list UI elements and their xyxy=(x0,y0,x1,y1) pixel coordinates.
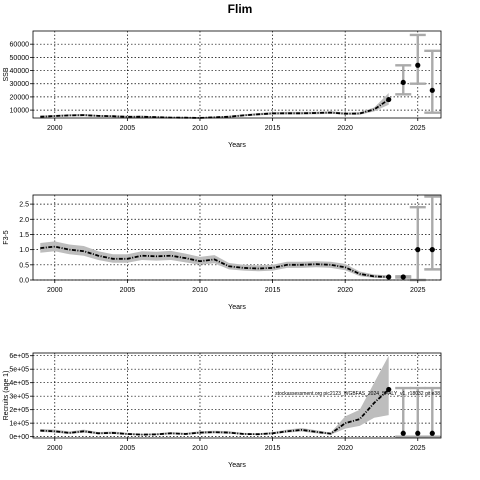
projection-point xyxy=(415,62,421,68)
y-tick-label: 40000 xyxy=(10,68,30,75)
x-tick-label: 2010 xyxy=(192,125,208,132)
y-tick-label: 20000 xyxy=(10,94,30,101)
projection-point xyxy=(400,274,406,280)
projection-point xyxy=(429,87,435,93)
x-axis-label: Years xyxy=(228,304,246,311)
y-tick-label: 2.0 xyxy=(19,217,29,224)
y-tick-label: 6e+05 xyxy=(9,353,29,360)
estimate-line xyxy=(40,388,390,436)
projection-point xyxy=(429,247,435,253)
y-tick-label: 5e+05 xyxy=(9,367,29,374)
y-tick-label: 1.5 xyxy=(19,232,29,239)
x-tick-label: 2010 xyxy=(192,287,208,294)
x-tick-label: 2000 xyxy=(47,125,63,132)
x-axis-label: Years xyxy=(228,462,246,469)
projection-point xyxy=(400,79,406,86)
x-tick-label: 2025 xyxy=(410,125,426,132)
y-tick-label: 3e+05 xyxy=(9,394,29,401)
x-tick-label: 2015 xyxy=(265,125,281,132)
y-axis-label: Recruits (age 1) xyxy=(3,371,10,421)
x-tick-label: 2005 xyxy=(120,287,136,294)
x-tick-label: 2020 xyxy=(337,125,353,132)
x-tick-label: 2015 xyxy=(265,287,281,294)
x-tick-label: 2025 xyxy=(410,445,426,452)
y-tick-label: 60000 xyxy=(10,42,30,49)
y-tick-label: 10000 xyxy=(10,108,30,115)
estimate-point xyxy=(386,274,392,280)
annotation-text: stockassessment.org pic2123_WGBFAS_2024_… xyxy=(275,391,440,397)
y-tick-label: 30000 xyxy=(10,81,30,88)
x-tick-label: 2005 xyxy=(120,125,136,132)
y-tick-label: 0.5 xyxy=(19,262,29,269)
x-tick-label: 2005 xyxy=(120,445,136,452)
x-tick-label: 2015 xyxy=(265,445,281,452)
confidence-band xyxy=(40,93,389,119)
y-tick-label: 50000 xyxy=(10,55,30,62)
x-tick-label: 2000 xyxy=(47,445,63,452)
plot-frame xyxy=(32,352,442,439)
plot-frame xyxy=(32,194,442,281)
panel-ssb: 2000 2005 2010 2015 2020 2025 10000 20000 30000 4… xyxy=(3,30,442,149)
y-tick-label: 2.5 xyxy=(19,202,29,209)
y-tick-label: 2e+05 xyxy=(9,407,29,414)
projection-point xyxy=(429,430,435,436)
figure-title: Flim xyxy=(228,2,253,16)
y-tick-label: 4e+05 xyxy=(9,380,29,387)
panel-f: 2000 2005 2010 2015 2020 2025 0.0 0.5 1.0 1.5 2.0 2… xyxy=(3,194,442,311)
y-axis-label: SSB xyxy=(3,67,10,81)
plot-frame xyxy=(32,30,442,119)
estimate-line xyxy=(40,98,390,119)
projection-point xyxy=(415,247,421,253)
y-axis-label: F3-5 xyxy=(3,230,10,245)
x-tick-label: 2020 xyxy=(337,287,353,294)
y-tick-label: 1.0 xyxy=(19,247,29,254)
x-tick-label: 2010 xyxy=(192,445,208,452)
estimate-point xyxy=(386,96,392,103)
estimate-line xyxy=(40,245,389,278)
y-tick-label: 1e+05 xyxy=(9,421,29,428)
estimate-point xyxy=(386,386,392,393)
y-tick-label: 0.0 xyxy=(19,278,29,285)
panel-recruits: 2000 2005 2010 2015 2020 2025 0e+00 1e+05 2e+05 3… xyxy=(3,352,442,469)
x-tick-label: 2025 xyxy=(410,287,426,294)
x-axis-label: Years xyxy=(228,142,246,149)
x-tick-label: 2020 xyxy=(337,445,353,452)
projection-point xyxy=(415,430,421,436)
x-tick-label: 2000 xyxy=(47,287,63,294)
y-tick-label: 0e+00 xyxy=(9,434,29,441)
projection-point xyxy=(400,430,406,436)
